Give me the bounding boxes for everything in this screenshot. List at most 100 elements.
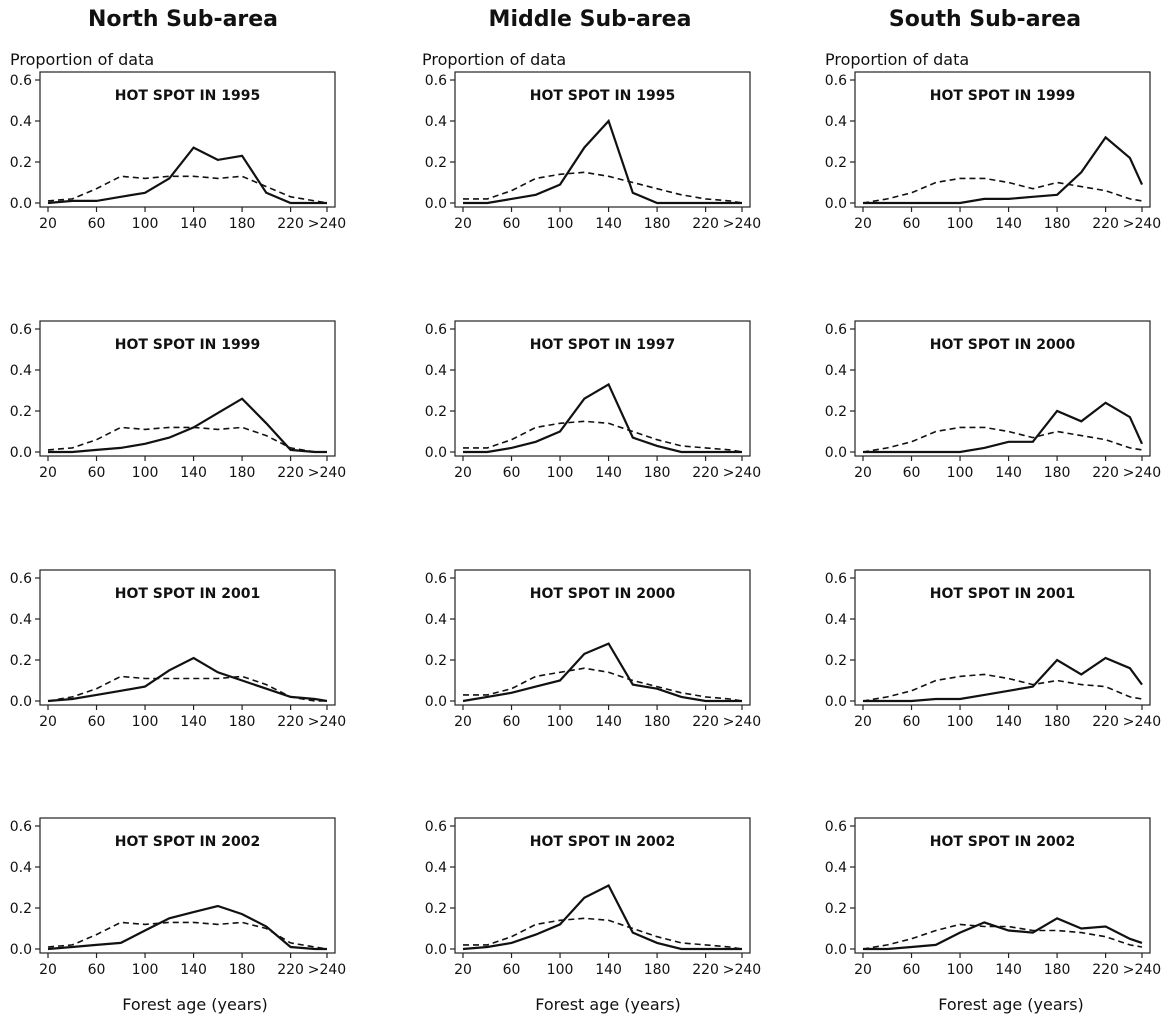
series-line-solid (463, 382, 742, 454)
panel-frame (454, 569, 751, 706)
x-tick-label: 60 (503, 465, 521, 481)
panel-1: HOT SPOT IN 1995 0.0 0.2 0.4 0.6 20 60 100 140 18… (10, 71, 346, 232)
panels: HOT SPOT IN 1995 0.0 0.2 0.4 0.6 20 60 100 140 18… (10, 71, 1161, 978)
x-tick-label: 220 (277, 714, 304, 730)
panel-title: HOT SPOT IN 2002 (930, 834, 1075, 850)
x-tick-label: 60 (88, 962, 106, 978)
series-line-solid (863, 656, 1143, 703)
y-tick-label: 0.0 (10, 445, 32, 461)
x-tick-label: 100 (947, 714, 974, 730)
x-tick-label: 20 (39, 465, 57, 481)
x-tick-label: 20 (454, 962, 472, 978)
x-tick-label: 100 (132, 962, 159, 978)
y-tick-label: 0.4 (10, 114, 32, 130)
y-tick-label: 0.0 (825, 196, 847, 212)
panel-title: HOT SPOT IN 1999 (115, 337, 260, 353)
x-tick-label: 60 (903, 714, 921, 730)
y-tick-label: 0.6 (825, 73, 847, 89)
y-tick-label: 0.2 (425, 653, 447, 669)
x-tick-label: 140 (595, 216, 622, 232)
series-line-dashed (47, 921, 328, 950)
y-tick-label: 0.4 (825, 363, 847, 379)
y-tick-label: 0.0 (10, 196, 32, 212)
panel-frame (39, 71, 336, 208)
panel-frame (39, 817, 336, 954)
x-tick-label: 180 (644, 216, 671, 232)
y-tick-label: 0.4 (425, 363, 447, 379)
x-tick-label: >240 (1123, 465, 1161, 481)
panel-9: HOT SPOT IN 2001 0.0 0.2 0.4 0.6 20 60 100 140 18… (825, 569, 1161, 730)
x-tick-label: >240 (723, 962, 761, 978)
series-line-solid (48, 397, 327, 454)
x-tick-label: 100 (547, 216, 574, 232)
series-line-dashed (47, 675, 327, 702)
x-tick-label: 180 (644, 962, 671, 978)
x-tick-label: 140 (180, 714, 207, 730)
x-tick-label: 140 (995, 216, 1022, 232)
x-tick-label: 220 (277, 465, 304, 481)
series-line-dashed (463, 171, 743, 204)
y-tick-label: 0.2 (10, 404, 32, 420)
panel-10: HOT SPOT IN 2002 0.0 0.2 0.4 0.6 20 60 100 140 18… (10, 817, 346, 978)
series-line-dashed (862, 426, 1143, 453)
y-tick-label: 0.4 (425, 114, 447, 130)
x-tick-label: 20 (854, 714, 872, 730)
xlabel-north: Forest age (years) (122, 995, 268, 1014)
panel-frame (854, 817, 1151, 954)
x-tick-label: 220 (692, 714, 719, 730)
y-tick-label: 0.0 (825, 942, 847, 958)
y-tick-label: 0.6 (425, 73, 447, 89)
series-line-solid (463, 118, 742, 205)
y-tick-label: 0.6 (825, 322, 847, 338)
x-tick-label: 20 (39, 216, 57, 232)
x-tick-label: 100 (547, 962, 574, 978)
x-tick-label: >240 (1123, 216, 1161, 232)
x-tick-label: 60 (903, 962, 921, 978)
panel-12: HOT SPOT IN 2002 0.0 0.2 0.4 0.6 20 60 100 140 18… (825, 817, 1161, 978)
panel-frame (454, 71, 751, 208)
ylabel-middle: Proportion of data (422, 50, 566, 69)
x-tick-label: 180 (229, 216, 256, 232)
x-tick-label: 60 (88, 216, 106, 232)
series-line-solid (47, 904, 327, 951)
panel-title: HOT SPOT IN 2000 (930, 337, 1076, 353)
panel-title: HOT SPOT IN 2001 (115, 586, 260, 602)
column-title-middle: Middle Sub-area (489, 7, 692, 32)
x-tick-label: 60 (903, 465, 921, 481)
x-tick-label: >240 (723, 465, 761, 481)
x-tick-label: 220 (1092, 465, 1119, 481)
x-tick-label: 60 (503, 216, 521, 232)
panel-2: HOT SPOT IN 1995 0.0 0.2 0.4 0.6 20 60 100 140 18… (425, 71, 761, 232)
panel-title: HOT SPOT IN 1997 (530, 337, 675, 353)
panel-7: HOT SPOT IN 2001 0.0 0.2 0.4 0.6 20 60 100 140 18… (10, 569, 346, 730)
x-tick-label: >240 (308, 216, 346, 232)
panel-title: HOT SPOT IN 2002 (530, 834, 675, 850)
column-title-south: South Sub-area (889, 7, 1081, 32)
y-tick-label: 0.4 (425, 612, 447, 628)
y-tick-label: 0.6 (825, 819, 847, 835)
y-tick-label: 0.0 (825, 445, 847, 461)
panel-title: HOT SPOT IN 1995 (115, 88, 260, 104)
x-tick-label: 220 (692, 465, 719, 481)
series-line-dashed (463, 420, 743, 453)
x-tick-label: 180 (1044, 714, 1071, 730)
x-tick-label: 140 (595, 962, 622, 978)
panel-title: HOT SPOT IN 2002 (115, 834, 260, 850)
y-tick-label: 0.0 (825, 694, 847, 710)
panel-frame (39, 569, 336, 706)
x-tick-label: 180 (229, 714, 256, 730)
x-tick-label: 220 (1092, 216, 1119, 232)
y-tick-label: 0.2 (10, 653, 32, 669)
x-tick-label: >240 (1123, 962, 1161, 978)
y-tick-label: 0.2 (425, 155, 447, 171)
panel-frame (454, 320, 751, 457)
y-tick-label: 0.6 (10, 571, 32, 587)
x-tick-label: 20 (854, 962, 872, 978)
x-tick-label: 140 (595, 465, 622, 481)
x-tick-label: 220 (277, 962, 304, 978)
panel-4: HOT SPOT IN 1999 0.0 0.2 0.4 0.6 20 60 100 140 18… (10, 320, 346, 481)
y-tick-label: 0.0 (10, 694, 32, 710)
x-tick-label: 140 (595, 714, 622, 730)
x-tick-label: 220 (277, 216, 304, 232)
series-line-dashed (862, 673, 1143, 702)
